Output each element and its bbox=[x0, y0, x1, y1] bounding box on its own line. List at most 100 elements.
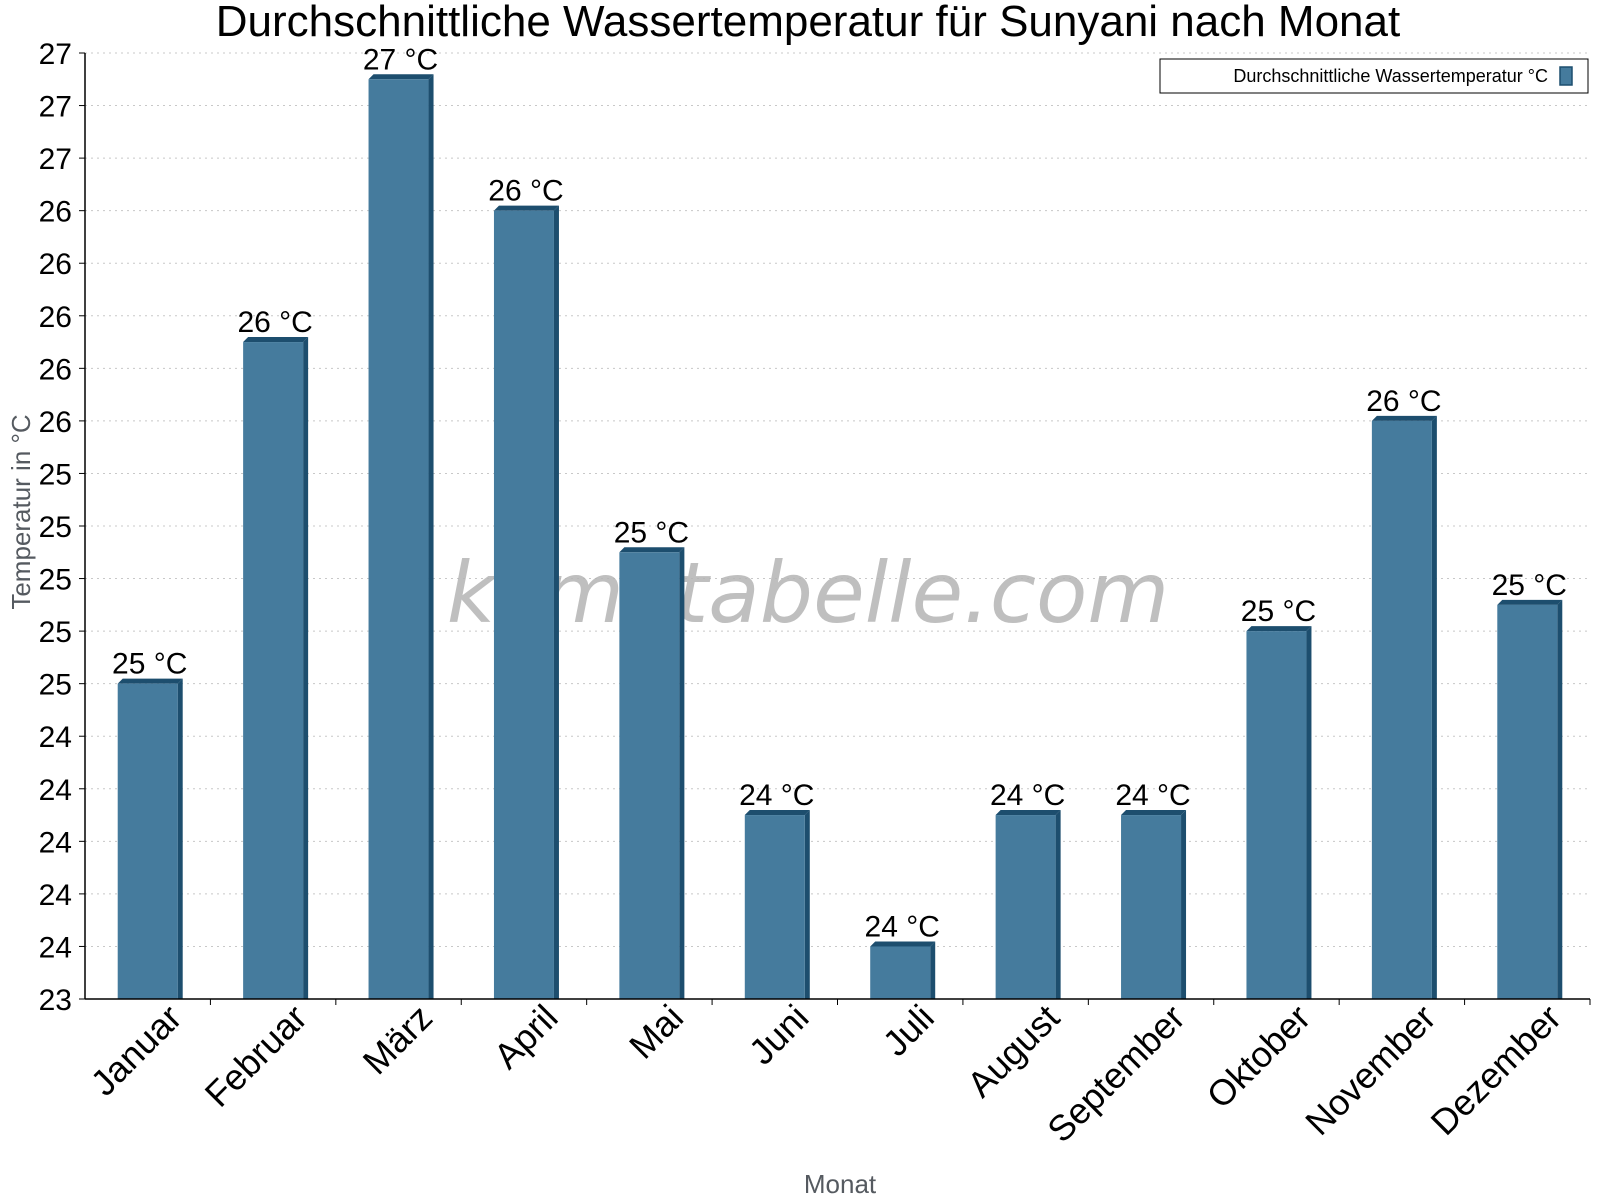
data-label: 25 °C bbox=[1492, 569, 1567, 602]
bar bbox=[870, 941, 936, 999]
data-label: 25 °C bbox=[112, 648, 187, 681]
data-labels: 25 °C 26 °C 27 °C 26 °C 25 °C 24 °C 24 °C 24 °C… bbox=[112, 43, 1567, 943]
bar bbox=[368, 74, 434, 1000]
bar-side bbox=[1306, 626, 1312, 999]
bar-top bbox=[493, 205, 559, 211]
x-tick-label: April bbox=[486, 997, 566, 1077]
bar-front bbox=[1246, 631, 1307, 999]
bar-side bbox=[553, 205, 559, 999]
bar-side bbox=[930, 941, 936, 999]
bar bbox=[1371, 415, 1437, 999]
x-tick-label: September bbox=[1039, 997, 1193, 1151]
bar-top bbox=[1246, 626, 1312, 632]
bar bbox=[117, 678, 183, 999]
bar bbox=[493, 205, 559, 999]
bar-side bbox=[1557, 599, 1563, 999]
bar-top bbox=[744, 810, 810, 816]
axes bbox=[79, 52, 1591, 1005]
y-tick-label: 24 bbox=[39, 879, 72, 912]
bar bbox=[744, 810, 810, 999]
legend-swatch bbox=[1559, 66, 1573, 86]
bar bbox=[1121, 810, 1187, 999]
data-label: 25 °C bbox=[1241, 595, 1316, 628]
data-label: 24 °C bbox=[990, 779, 1065, 812]
y-tick-label: 27 bbox=[39, 38, 72, 71]
bar-front bbox=[870, 946, 931, 999]
y-tick-label: 25 bbox=[39, 616, 72, 649]
bar-top bbox=[117, 678, 183, 684]
bars bbox=[117, 74, 1563, 1000]
bar-side bbox=[303, 337, 309, 999]
legend-box bbox=[1159, 58, 1589, 94]
y-tick-label: 25 bbox=[39, 458, 72, 491]
bar-top bbox=[368, 74, 434, 80]
y-tick-label: 25 bbox=[39, 669, 72, 702]
y-tick-label: 24 bbox=[39, 774, 72, 807]
bar-top bbox=[1497, 599, 1563, 605]
bar-front bbox=[744, 815, 805, 999]
y-tick-label: 23 bbox=[39, 984, 72, 1017]
x-tick-label: November bbox=[1297, 997, 1443, 1143]
y-tick-label: 24 bbox=[39, 721, 72, 754]
bar-side bbox=[177, 678, 183, 999]
y-tick-label: 24 bbox=[39, 826, 72, 859]
bar-top bbox=[995, 810, 1061, 816]
bar-front bbox=[995, 815, 1056, 999]
y-tick-label: 27 bbox=[39, 91, 72, 124]
bar bbox=[619, 547, 685, 999]
y-tick-label: 25 bbox=[39, 511, 72, 544]
x-tick-label: Juni bbox=[741, 997, 817, 1073]
bar-top bbox=[1121, 810, 1187, 816]
bar-top bbox=[243, 337, 309, 343]
bar bbox=[995, 810, 1061, 999]
x-axis-title: Monat bbox=[804, 1169, 877, 1199]
x-tick-label: Dezember bbox=[1423, 997, 1569, 1143]
bar-top bbox=[1371, 415, 1437, 421]
x-tick-label: Oktober bbox=[1199, 997, 1319, 1117]
bar-side bbox=[1431, 415, 1437, 999]
bar-side bbox=[1055, 810, 1061, 999]
y-tick-label: 26 bbox=[39, 406, 72, 439]
bar-front bbox=[368, 79, 429, 1000]
bar-side bbox=[679, 547, 685, 999]
x-tick-label: Januar bbox=[83, 997, 190, 1104]
y-ticks: 23 24 24 24 24 24 25 25 25 25 25 26 26 26 26 26 27 27 27 bbox=[39, 38, 72, 1017]
bar bbox=[1246, 626, 1312, 999]
bar-top bbox=[619, 547, 685, 553]
x-tick-label: März bbox=[355, 997, 441, 1083]
data-label: 24 °C bbox=[1115, 779, 1190, 812]
x-ticks: Januar Februar März April Mai Juni Juli AugustS… bbox=[83, 997, 1569, 1151]
bar bbox=[1497, 599, 1563, 999]
y-tick-label: 26 bbox=[39, 196, 72, 229]
data-label: 24 °C bbox=[865, 910, 940, 943]
x-tick-label: Juli bbox=[875, 997, 942, 1064]
legend: Durchschnittliche Wassertemperatur °C bbox=[1159, 58, 1589, 94]
y-tick-label: 26 bbox=[39, 353, 72, 386]
bar-front bbox=[243, 342, 304, 999]
y-tick-label: 24 bbox=[39, 931, 72, 964]
bar-top bbox=[870, 941, 936, 947]
data-label: 27 °C bbox=[363, 43, 438, 76]
data-label: 26 °C bbox=[1366, 385, 1441, 418]
bar-front bbox=[619, 552, 680, 999]
bar-front bbox=[1497, 604, 1558, 999]
data-label: 24 °C bbox=[739, 779, 814, 812]
y-axis-title: Temperatur in °C bbox=[6, 414, 36, 609]
watermark: klimatabelle.com bbox=[447, 544, 1170, 642]
data-label: 26 °C bbox=[488, 175, 563, 208]
bar-front bbox=[117, 683, 178, 999]
y-tick-label: 25 bbox=[39, 564, 72, 597]
bar-side bbox=[428, 74, 434, 1000]
data-label: 25 °C bbox=[614, 516, 689, 549]
x-tick-label: Februar bbox=[197, 997, 315, 1115]
y-tick-label: 27 bbox=[39, 143, 72, 176]
bar-front bbox=[1371, 420, 1432, 999]
legend-label: Durchschnittliche Wassertemperatur °C bbox=[1233, 66, 1548, 86]
y-tick-label: 26 bbox=[39, 301, 72, 334]
grid bbox=[85, 52, 1590, 947]
x-tick-label: August bbox=[959, 997, 1067, 1105]
bar-side bbox=[1181, 810, 1187, 999]
bar bbox=[243, 337, 309, 999]
data-label: 26 °C bbox=[237, 306, 312, 339]
